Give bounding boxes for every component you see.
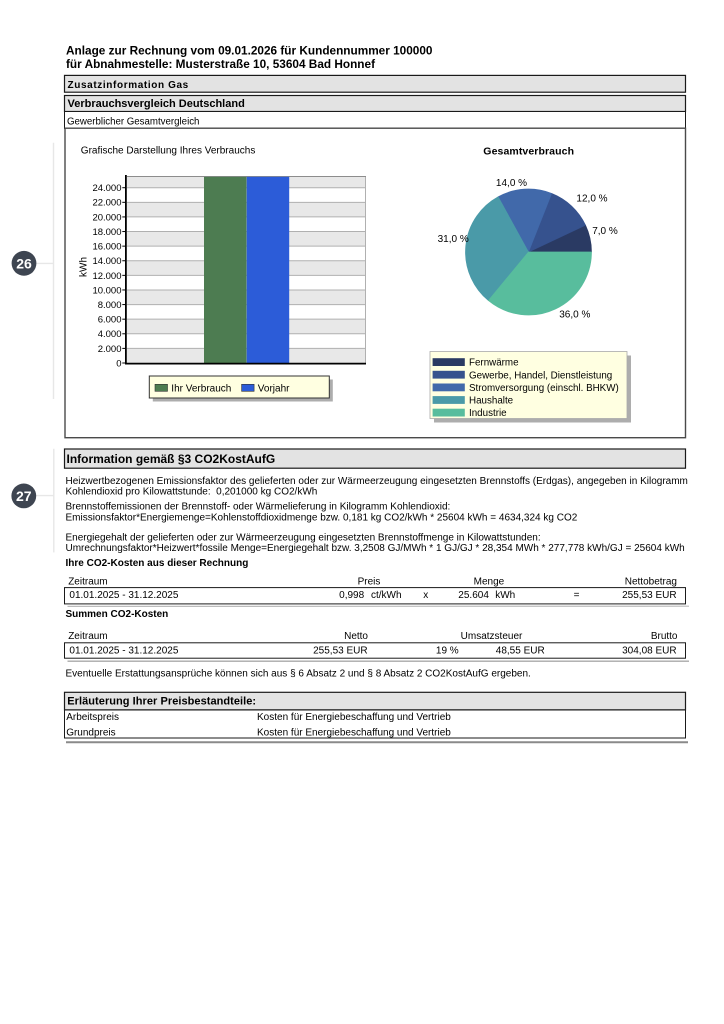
svg-text:01.01.2025 - 31.12.2025: 01.01.2025 - 31.12.2025	[69, 590, 178, 601]
svg-text:255,53 EUR: 255,53 EUR	[622, 590, 676, 601]
svg-text:kWh: kWh	[79, 257, 90, 277]
svg-text:Vorjahr: Vorjahr	[258, 384, 290, 395]
svg-text:Ihr Verbrauch: Ihr Verbrauch	[171, 384, 231, 395]
svg-text:Grafische Darstellung Ihres Ve: Grafische Darstellung Ihres Verbrauchs	[81, 146, 256, 157]
svg-text:Gewerbe, Handel, Dienstleistun: Gewerbe, Handel, Dienstleistung	[469, 370, 612, 381]
svg-text:Fernwärme: Fernwärme	[469, 358, 519, 369]
svg-text:31,0 %: 31,0 %	[438, 234, 469, 245]
svg-text:20.000: 20.000	[92, 212, 121, 223]
svg-text:Energiegehalt der gelieferten: Energiegehalt der gelieferten oder zur W…	[66, 533, 541, 544]
svg-text:Zusatzinformation Gas: Zusatzinformation Gas	[68, 80, 189, 91]
svg-text:Grundpreis: Grundpreis	[66, 728, 115, 739]
svg-text:Umsatzsteuer: Umsatzsteuer	[461, 631, 523, 642]
svg-text:Kosten für Energiebeschaffung: Kosten für Energiebeschaffung und Vertri…	[257, 728, 451, 739]
svg-text:6.000: 6.000	[98, 315, 122, 326]
svg-text:19 %: 19 %	[436, 646, 459, 657]
svg-text:Preis: Preis	[358, 576, 381, 587]
svg-text:22.000: 22.000	[92, 198, 121, 209]
svg-text:Emissionsfaktor*Energiemenge=K: Emissionsfaktor*Energiemenge=Kohlenstoff…	[66, 512, 578, 523]
svg-text:Arbeitspreis: Arbeitspreis	[66, 712, 119, 723]
svg-text:Information gemäß §3 CO2KostAu: Information gemäß §3 CO2KostAufG	[67, 452, 276, 466]
svg-text:Umrechnungsfaktor*Heizwert*fos: Umrechnungsfaktor*Heizwert*fossile Menge…	[66, 543, 685, 554]
svg-text:Menge: Menge	[474, 576, 505, 587]
svg-text:Erläuterung Ihrer Preisbestand: Erläuterung Ihrer Preisbestandteile:	[67, 696, 256, 708]
svg-text:14,0 %: 14,0 %	[496, 178, 527, 189]
svg-text:für Abnahmestelle: Musterstraß: für Abnahmestelle: Musterstraße 10, 5360…	[66, 57, 375, 71]
svg-text:Brennstoffemissionen der Brenn: Brennstoffemissionen der Brennstoff- ode…	[66, 502, 451, 513]
svg-text:Zeitraum: Zeitraum	[68, 576, 107, 587]
svg-text:48,55 EUR: 48,55 EUR	[496, 646, 545, 657]
svg-text:24.000: 24.000	[92, 183, 121, 194]
svg-text:26: 26	[16, 255, 32, 271]
svg-text:Industrie: Industrie	[469, 408, 507, 419]
svg-text:27: 27	[16, 488, 32, 504]
svg-text:25.604: 25.604	[458, 590, 489, 601]
svg-text:Gewerblicher Gesamtvergleich: Gewerblicher Gesamtvergleich	[67, 116, 199, 127]
svg-text:=: =	[574, 590, 580, 601]
svg-text:2.000: 2.000	[98, 344, 122, 355]
svg-text:8.000: 8.000	[98, 300, 122, 311]
svg-text:Netto: Netto	[344, 631, 368, 642]
svg-text:Stromversorgung (einschl. BHKW: Stromversorgung (einschl. BHKW)	[469, 383, 619, 394]
svg-text:Gesamtverbrauch: Gesamtverbrauch	[483, 145, 574, 157]
svg-text:10.000: 10.000	[92, 285, 121, 296]
svg-text:4.000: 4.000	[98, 329, 122, 340]
svg-text:12.000: 12.000	[92, 271, 121, 282]
svg-text:kWh: kWh	[495, 590, 515, 601]
svg-text:01.01.2025 - 31.12.2025: 01.01.2025 - 31.12.2025	[69, 646, 178, 657]
svg-text:Heizwertbezogenen Emissionsfak: Heizwertbezogenen Emissionsfaktor des ge…	[66, 476, 688, 487]
svg-text:0,998: 0,998	[339, 590, 364, 601]
svg-text:Summen CO2-Kosten: Summen CO2-Kosten	[66, 609, 169, 620]
svg-text:7,0 %: 7,0 %	[592, 226, 618, 237]
svg-text:Kosten für Energiebeschaffung: Kosten für Energiebeschaffung und Vertri…	[257, 712, 451, 723]
svg-text:Zeitraum: Zeitraum	[68, 631, 107, 642]
svg-text:Kohlendioxid pro Kilowattstund: Kohlendioxid pro Kilowattstunde: 0,20100…	[66, 487, 318, 498]
svg-text:36,0 %: 36,0 %	[559, 310, 590, 321]
svg-text:Anlage zur Rechnung vom 09.01.: Anlage zur Rechnung vom 09.01.2026 für K…	[66, 43, 433, 57]
svg-text:Verbrauchsvergleich Deutschlan: Verbrauchsvergleich Deutschland	[68, 98, 245, 110]
svg-text:Eventuelle Erstattungsansprüch: Eventuelle Erstattungsansprüche können s…	[66, 669, 531, 680]
svg-text:x: x	[423, 590, 428, 601]
svg-text:Nettobetrag: Nettobetrag	[625, 576, 677, 587]
svg-text:ct/kWh: ct/kWh	[371, 590, 402, 601]
svg-text:304,08 EUR: 304,08 EUR	[622, 646, 676, 657]
svg-text:Haushalte: Haushalte	[469, 396, 514, 407]
svg-text:16.000: 16.000	[92, 242, 121, 253]
svg-text:18.000: 18.000	[92, 227, 121, 238]
svg-text:12,0 %: 12,0 %	[576, 194, 607, 205]
svg-text:14.000: 14.000	[92, 256, 121, 267]
svg-text:255,53 EUR: 255,53 EUR	[313, 646, 367, 657]
svg-text:Ihre CO2-Kosten aus dieser Rec: Ihre CO2-Kosten aus dieser Rechnung	[66, 558, 249, 569]
svg-text:Brutto: Brutto	[651, 631, 678, 642]
svg-text:0: 0	[116, 358, 121, 369]
